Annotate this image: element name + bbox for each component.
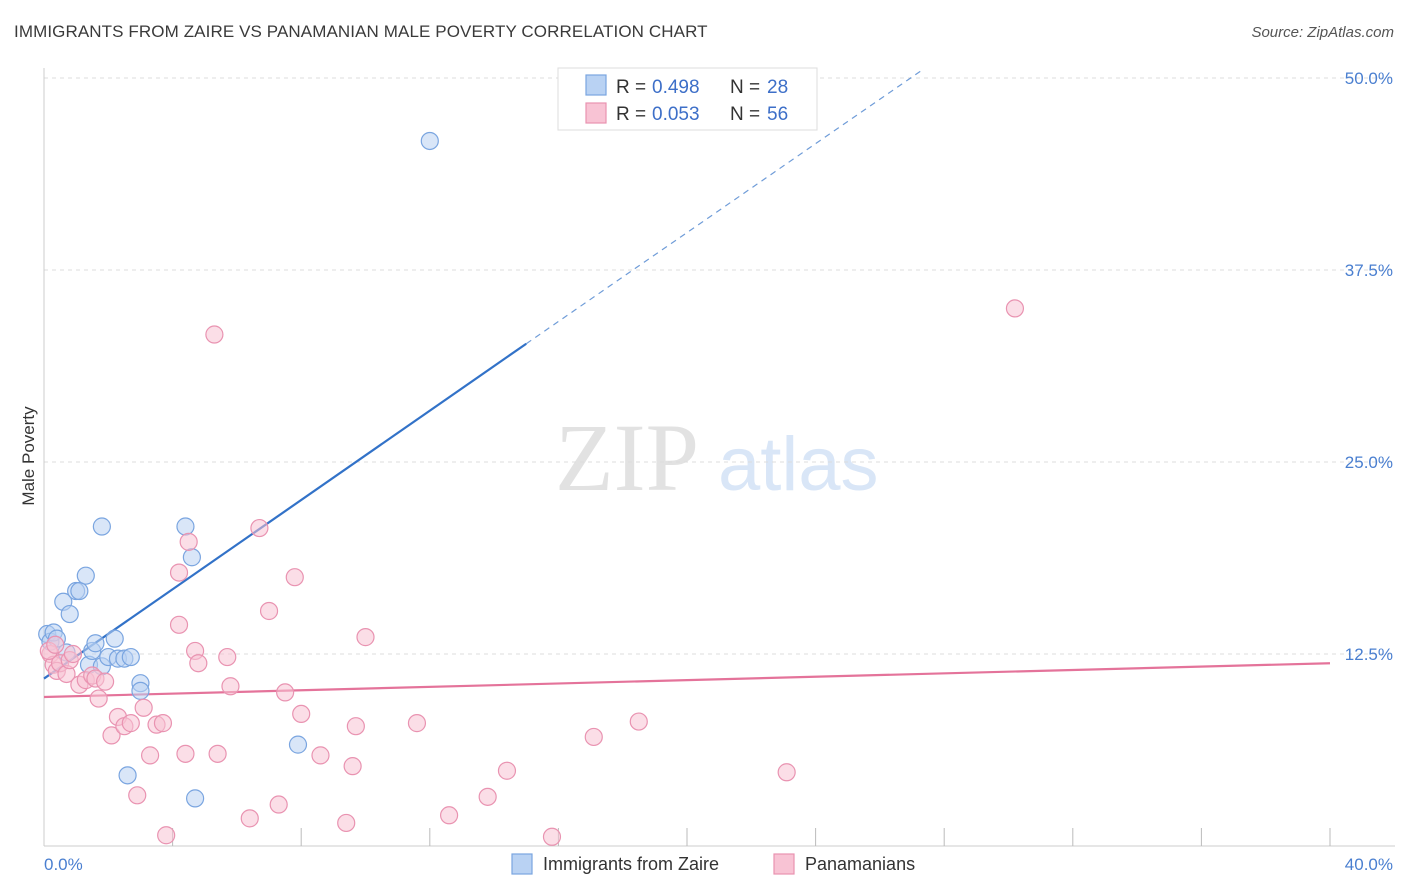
point-pink-47	[478, 787, 497, 806]
point-pink-12	[95, 672, 115, 691]
point-blue-12	[86, 634, 105, 653]
point-blue-25	[186, 789, 205, 808]
x-tick-label-0: 0.0%	[44, 855, 83, 874]
point-blue-9	[76, 566, 95, 585]
point-pink-31	[218, 647, 237, 667]
trend-lines	[43, 69, 1331, 699]
point-pink-48	[497, 761, 517, 780]
point-pink-44	[356, 628, 375, 647]
point-pink-45	[407, 714, 427, 733]
legend-swatch-pink	[585, 102, 607, 124]
bottom-legend-swatch-pink	[773, 853, 795, 875]
point-pink-11	[89, 689, 108, 708]
bottom-legend-label-blue: Immigrants from Zaire	[543, 854, 719, 874]
bottom-legend-label-pink: Panamanians	[805, 854, 915, 874]
legend-n-value-pink: 56	[767, 104, 788, 125]
point-pink-42	[343, 757, 362, 776]
y-tick-labels: 12.5% 25.0% 37.5% 50.0%	[1345, 69, 1393, 664]
point-pink-16	[121, 714, 140, 733]
point-pink-39	[292, 704, 311, 724]
y-axis-label: Male Poverty	[19, 406, 38, 506]
legend-n-label-blue: N =	[730, 77, 760, 98]
point-pink-22	[157, 826, 176, 845]
point-pink-17	[128, 786, 147, 805]
y-tick-label-2: 37.5%	[1345, 261, 1393, 280]
gridlines	[44, 77, 1395, 655]
point-pink-28	[189, 654, 208, 673]
point-pink-29	[205, 325, 224, 344]
y-tick-label-0: 12.5%	[1345, 645, 1393, 664]
legend-n-label-pink: N =	[730, 104, 760, 125]
y-tick-label-1: 25.0%	[1345, 453, 1393, 472]
point-pink-35	[259, 601, 279, 621]
point-pink-30	[208, 744, 227, 763]
point-pink-24	[169, 563, 189, 582]
point-pink-40	[311, 746, 330, 765]
point-pink-6	[63, 644, 83, 664]
point-pink-55	[46, 635, 65, 654]
trend-line-pink	[43, 662, 1331, 699]
point-pink-19	[140, 746, 160, 765]
legend-n-value-blue: 28	[767, 77, 788, 98]
x-tick-labels: 0.0% 40.0%	[44, 855, 1393, 874]
legend-r-value-blue: 0.498	[652, 77, 700, 98]
legend-r-value-pink: 0.053	[652, 104, 700, 125]
source-credit: Source: ZipAtlas.com	[1251, 24, 1394, 41]
point-blue-16	[105, 629, 124, 648]
watermark-atlas: atlas	[718, 422, 879, 507]
point-pink-43	[346, 717, 365, 736]
data-points	[38, 131, 1025, 846]
point-blue-14	[92, 517, 111, 536]
point-blue-23	[176, 517, 195, 536]
point-pink-49	[542, 827, 562, 846]
point-blue-8	[70, 581, 89, 601]
point-pink-36	[269, 795, 288, 814]
watermark: ZIP atlas	[555, 404, 879, 511]
legend-swatch-blue	[585, 74, 607, 96]
point-pink-51	[629, 712, 648, 731]
point-pink-18	[134, 698, 153, 717]
point-pink-32	[221, 677, 240, 696]
point-blue-26	[288, 735, 308, 754]
point-pink-25	[176, 744, 195, 763]
point-pink-34	[250, 518, 269, 538]
point-pink-37	[276, 683, 295, 702]
stats-legend: R = 0.498 N = 28 R = 0.053 N = 56	[557, 67, 818, 131]
point-blue-22	[131, 681, 150, 700]
point-pink-23	[169, 615, 189, 634]
point-blue-19	[118, 766, 137, 785]
point-blue-6	[60, 604, 79, 624]
bottom-legend: Immigrants from Zaire Panamanians	[511, 853, 915, 875]
trend-line-extension-blue	[525, 69, 923, 345]
point-pink-50	[584, 727, 603, 747]
point-pink-21	[153, 714, 173, 733]
point-pink-13	[102, 726, 121, 745]
point-pink-26	[179, 532, 198, 551]
bottom-legend-swatch-blue	[511, 853, 533, 875]
point-pink-33	[240, 809, 259, 828]
legend-r-label-pink: R =	[616, 104, 646, 125]
point-pink-52	[777, 763, 796, 782]
chart-title: IMMIGRANTS FROM ZAIRE VS PANAMANIAN MALE…	[14, 22, 708, 41]
watermark-zip: ZIP	[555, 404, 699, 511]
point-blue-24	[182, 548, 201, 567]
point-pink-46	[439, 806, 459, 825]
point-blue-27	[420, 131, 439, 151]
x-tick-label-1: 40.0%	[1345, 855, 1393, 874]
y-tick-label-3: 50.0%	[1345, 69, 1393, 88]
trend-line-blue	[43, 342, 527, 680]
point-pink-41	[337, 813, 356, 833]
legend-r-label-blue: R =	[616, 77, 646, 98]
point-pink-38	[285, 568, 304, 587]
point-blue-20	[121, 647, 140, 667]
point-pink-53	[1005, 299, 1025, 318]
